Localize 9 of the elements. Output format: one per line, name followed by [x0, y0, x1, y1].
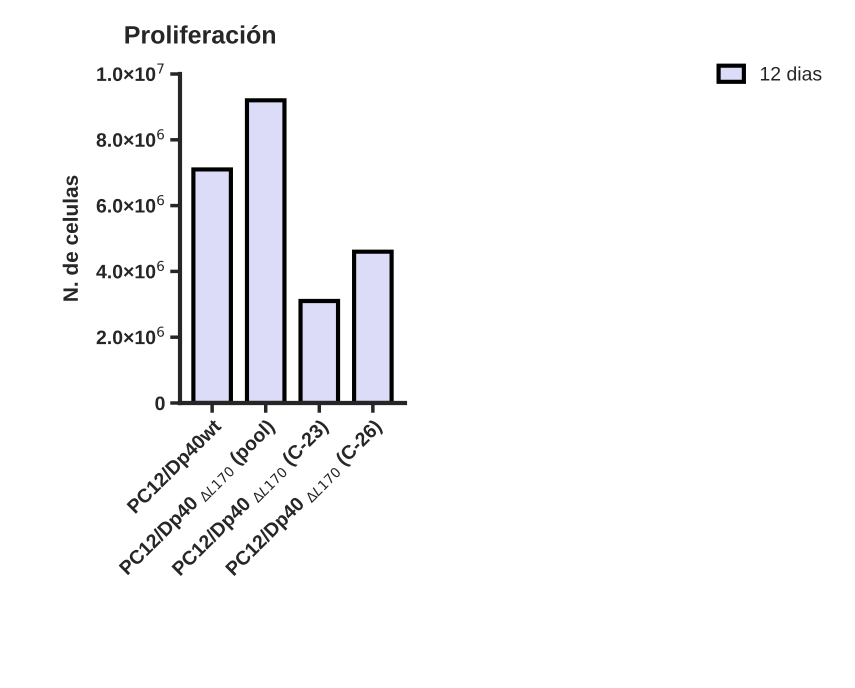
y-tick-label: 6.0×10$^{6}$ [96, 194, 164, 213]
y-tick-label: 8.0×10$^{6}$ [96, 129, 164, 147]
y-tick-label: 1.0×10$^{7}$ [97, 64, 164, 82]
y-tick-label: 4.0×10$^{6}$ [96, 260, 164, 278]
y-tick-label: 2.0×10$^{6}$ [96, 326, 164, 344]
legend-label: 12 dias [760, 66, 822, 81]
y-tick-label: 0 [155, 396, 165, 410]
y-axis-title: N. de celulas [62, 176, 78, 301]
chart-title: Proliferación [125, 25, 276, 44]
